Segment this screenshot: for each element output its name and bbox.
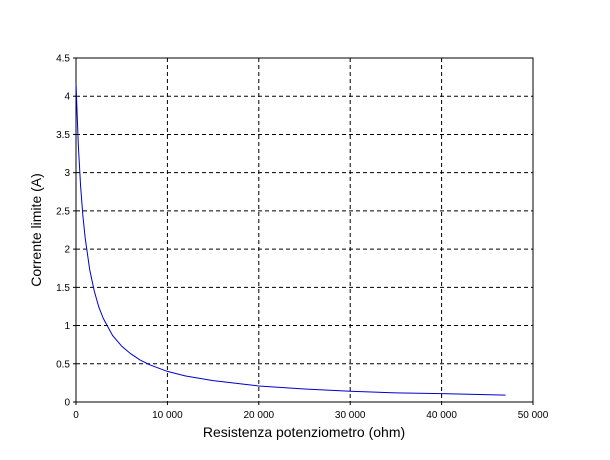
x-tick-label: 20 000 [244, 410, 275, 421]
x-tick-label: 30 000 [335, 410, 366, 421]
x-tick-label: 0 [73, 410, 79, 421]
data-line [75, 83, 506, 396]
y-tick-label: 1 [64, 321, 70, 332]
y-tick-label: 2 [64, 245, 70, 256]
x-tick-label: 40 000 [426, 410, 457, 421]
x-axis-label: Resistenza potenziometro (ohm) [203, 424, 405, 440]
y-axis-label: Corrente limite (A) [28, 173, 44, 287]
y-tick-label: 2.5 [56, 206, 70, 217]
x-tick-label: 50 000 [518, 410, 549, 421]
y-tick-label: 4 [64, 92, 70, 103]
y-tick-label: 0.5 [56, 359, 70, 370]
y-tick-label: 3.5 [56, 130, 70, 141]
plot-area [75, 57, 534, 403]
y-tick-label: 0 [64, 398, 70, 409]
x-tick-label: 10 000 [152, 410, 183, 421]
y-tick-label: 3 [64, 168, 70, 179]
y-tick-label: 4.5 [56, 54, 70, 65]
y-tick-label: 1.5 [56, 283, 70, 294]
